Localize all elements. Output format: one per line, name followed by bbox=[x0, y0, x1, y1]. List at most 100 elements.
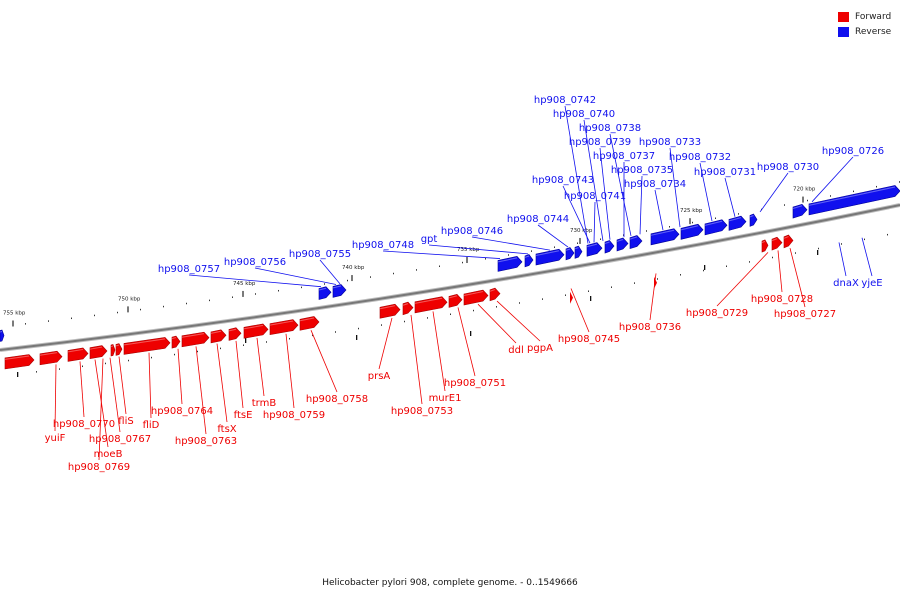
minor-tick bbox=[772, 256, 773, 259]
forward-gene bbox=[570, 291, 573, 304]
minor-tick bbox=[817, 250, 819, 255]
gene-label: hp908_0738 bbox=[579, 123, 641, 134]
minor-tick bbox=[726, 265, 727, 268]
legend-forward-label: Forward bbox=[855, 11, 892, 22]
leader-line bbox=[54, 364, 57, 432]
forward-gene bbox=[89, 345, 108, 360]
reverse-gene bbox=[574, 245, 583, 259]
minor-tick bbox=[715, 217, 716, 220]
leader-line bbox=[477, 303, 517, 344]
gene-label: hp908_0769 bbox=[68, 462, 130, 473]
minor-tick bbox=[703, 269, 704, 272]
forward-swatch bbox=[838, 11, 849, 22]
minor-tick bbox=[508, 254, 509, 256]
forward-gene bbox=[4, 354, 35, 370]
reverse-gene-highlight bbox=[680, 225, 699, 231]
reverse-gene bbox=[565, 247, 575, 261]
reverse-gene bbox=[728, 215, 747, 231]
forward-gene-highlight bbox=[761, 240, 766, 244]
legend: Forward Reverse bbox=[838, 9, 898, 39]
minor-tick bbox=[266, 341, 267, 343]
forward-genes bbox=[4, 234, 794, 370]
minor-tick bbox=[324, 283, 325, 285]
minor-tick bbox=[25, 323, 26, 325]
tick-label: 750 kbp bbox=[118, 296, 141, 302]
leader-line bbox=[789, 248, 806, 308]
minor-tick bbox=[335, 331, 336, 333]
forward-gene bbox=[181, 331, 210, 348]
minor-tick bbox=[255, 293, 256, 295]
leader-line bbox=[496, 300, 541, 342]
minor-tick bbox=[496, 306, 497, 308]
gene-label: hp908_0737 bbox=[593, 151, 655, 162]
tick-label: 730 kbp bbox=[570, 228, 593, 234]
leader-line bbox=[195, 346, 207, 435]
minor-tick bbox=[554, 246, 555, 248]
leader-line bbox=[699, 162, 713, 222]
reverse-gene-highlight bbox=[728, 217, 742, 222]
gene-label: hp908_0730 bbox=[757, 162, 819, 173]
minor-tick bbox=[485, 258, 486, 260]
reverse-gene-highlight bbox=[497, 257, 518, 263]
map-caption: Helicobacter pylori 908, complete genome… bbox=[322, 578, 578, 588]
leader-line bbox=[593, 201, 596, 243]
leader-line bbox=[216, 343, 228, 423]
minor-tick bbox=[853, 190, 854, 193]
forward-gene bbox=[379, 303, 401, 319]
minor-tick bbox=[577, 242, 578, 244]
minor-tick bbox=[356, 335, 358, 340]
forward-gene bbox=[783, 234, 794, 249]
reverse-gene-highlight bbox=[808, 186, 896, 206]
minor-tick bbox=[209, 299, 210, 302]
minor-tick bbox=[887, 233, 888, 236]
gene-label: ftsX bbox=[217, 424, 236, 435]
gene-label: hp908_0728 bbox=[751, 294, 813, 305]
reverse-gene-highlight bbox=[704, 220, 723, 226]
gene-label: hp908_0759 bbox=[263, 410, 325, 421]
reverse-gene bbox=[524, 254, 534, 268]
gene-label: hp908_0736 bbox=[619, 322, 681, 333]
minor-tick bbox=[439, 265, 440, 268]
gene-label: murE1 bbox=[429, 393, 462, 404]
legend-reverse: Reverse bbox=[838, 24, 898, 39]
legend-forward: Forward bbox=[838, 9, 898, 24]
leader-line bbox=[562, 185, 591, 244]
gene-label: yjeE bbox=[861, 278, 882, 289]
forward-gene bbox=[463, 289, 489, 306]
forward-gene-highlight bbox=[269, 320, 294, 326]
gene-label: hp908_0764 bbox=[151, 406, 213, 417]
leader-line bbox=[669, 147, 681, 228]
leader-line bbox=[570, 288, 590, 333]
leader-line bbox=[777, 250, 783, 293]
minor-tick bbox=[245, 338, 247, 343]
gene-label: moeB bbox=[94, 449, 123, 460]
reverse-gene-highlight bbox=[604, 241, 610, 245]
minor-tick bbox=[657, 278, 658, 280]
leader-line bbox=[310, 330, 338, 393]
gene-label: hp908_0770 bbox=[53, 419, 115, 430]
minor-tick bbox=[59, 368, 60, 370]
forward-gene-highlight bbox=[414, 297, 443, 304]
minor-tick bbox=[462, 261, 463, 264]
minor-tick bbox=[669, 226, 670, 228]
minor-tick bbox=[542, 298, 543, 300]
reverse-gene bbox=[332, 284, 347, 298]
tick-label: 740 kbp bbox=[342, 265, 365, 271]
leader-line bbox=[649, 273, 657, 321]
gene-label: trmB bbox=[252, 398, 277, 409]
gene-label: hp908_0758 bbox=[306, 394, 368, 405]
minor-tick bbox=[795, 252, 796, 254]
minor-tick bbox=[220, 347, 221, 350]
gene-label: fliD bbox=[143, 420, 160, 431]
leader-line bbox=[98, 358, 104, 461]
reverse-gene bbox=[0, 329, 5, 342]
forward-gene bbox=[67, 347, 89, 362]
forward-gene-highlight bbox=[228, 328, 237, 332]
reverse-gene bbox=[704, 219, 728, 236]
reverse-gene-highlight bbox=[574, 247, 579, 250]
forward-gene-highlight bbox=[448, 295, 458, 299]
gene-label: ddl bbox=[508, 345, 523, 356]
minor-tick bbox=[232, 296, 233, 298]
forward-gene-highlight bbox=[123, 338, 166, 346]
gene-label: hp908_0748 bbox=[352, 240, 414, 251]
